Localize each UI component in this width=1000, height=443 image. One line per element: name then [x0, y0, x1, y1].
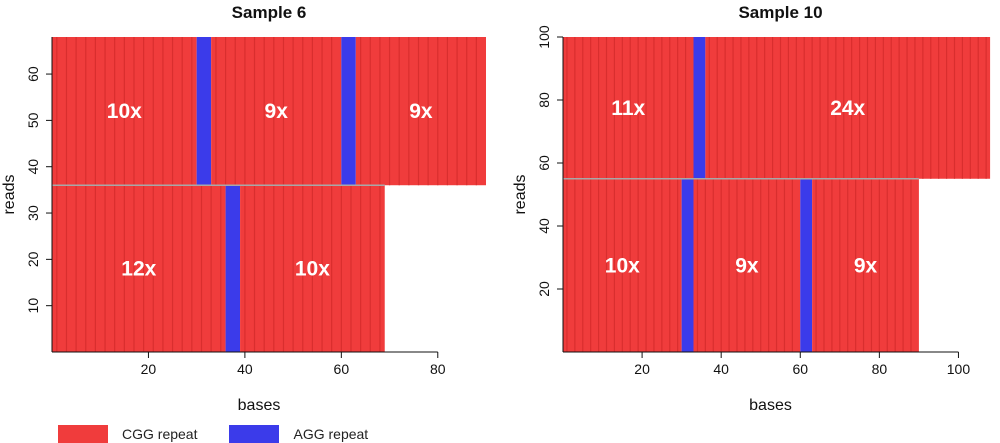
repeat-block-cgg	[693, 178, 801, 352]
repeat-block-cgg	[355, 37, 486, 186]
x-tick-label: 40	[237, 361, 253, 377]
repeat-block-agg	[681, 178, 694, 352]
x-tick-label: 20	[634, 361, 650, 377]
legend: CGG repeat AGG repeat	[58, 425, 400, 443]
x-tick-label: 40	[713, 361, 729, 377]
repeat-count-label: 10x	[605, 254, 640, 277]
legend-item-cgg: CGG repeat	[58, 425, 197, 443]
panel-sample-10: Sample 10 11x 24x 10x 9x 9x 20 40 60 80 100 20 40 60 8…	[512, 3, 991, 414]
repeat-count-label: 11x	[611, 97, 645, 120]
repeat-count-label: 10x	[107, 100, 142, 123]
y-tick-label: 100	[536, 25, 552, 49]
y-axis-label: reads	[1, 174, 18, 214]
y-tick-label: 50	[25, 112, 41, 128]
repeat-block-agg	[341, 37, 356, 186]
legend-label-agg: AGG repeat	[293, 426, 369, 442]
x-tick-label: 80	[430, 361, 446, 377]
repeat-count-label: 9x	[854, 254, 878, 277]
y-tick-label: 20	[536, 281, 552, 297]
y-axis-label: reads	[512, 174, 529, 214]
repeat-structure-figure: Sample 6 10x 9x 9x 12x 10x 20 40 60 80 10 20 30 40 50 6…	[1, 3, 991, 414]
x-tick-label: 60	[334, 361, 350, 377]
repeat-block-agg	[800, 178, 813, 352]
chart-title: Sample 10	[738, 3, 822, 22]
y-tick-label: 40	[25, 159, 41, 175]
repeat-block-agg	[196, 37, 212, 186]
repeat-block-cgg	[52, 185, 226, 352]
x-tick-label: 100	[947, 361, 971, 377]
y-tick-label: 40	[536, 218, 552, 234]
legend-item-agg: AGG repeat	[229, 425, 368, 443]
x-tick-label: 60	[792, 361, 808, 377]
repeat-count-label: 24x	[830, 97, 865, 120]
repeat-count-label: 12x	[121, 258, 156, 281]
chart-title: Sample 6	[232, 3, 307, 22]
x-axis-label: bases	[749, 397, 792, 414]
y-tick-label: 10	[25, 298, 41, 314]
repeat-count-label: 9x	[265, 100, 289, 123]
repeat-block-cgg	[211, 37, 342, 186]
legend-label-cgg: CGG repeat	[122, 426, 198, 442]
repeat-block-cgg	[812, 178, 919, 352]
legend-swatch-agg	[229, 425, 280, 443]
x-axis-label: bases	[238, 397, 281, 414]
repeat-block-agg	[225, 185, 241, 352]
legend-swatch-cgg	[58, 425, 108, 443]
repeat-count-label: 9x	[409, 100, 433, 123]
repeat-block-agg	[693, 37, 706, 179]
y-tick-label: 20	[25, 251, 41, 267]
repeat-block-cgg	[705, 37, 991, 179]
y-tick-label: 30	[25, 205, 41, 221]
y-tick-label: 60	[25, 66, 41, 82]
y-tick-label: 80	[536, 92, 552, 108]
y-tick-label: 60	[536, 155, 552, 171]
repeat-block-cgg	[563, 37, 694, 179]
x-tick-label: 20	[141, 361, 157, 377]
repeat-count-label: 10x	[295, 258, 330, 281]
x-tick-label: 80	[872, 361, 888, 377]
repeat-count-label: 9x	[735, 254, 759, 277]
panel-sample-6: Sample 6 10x 9x 9x 12x 10x 20 40 60 80 10 20 30 40 50 6…	[1, 3, 486, 414]
